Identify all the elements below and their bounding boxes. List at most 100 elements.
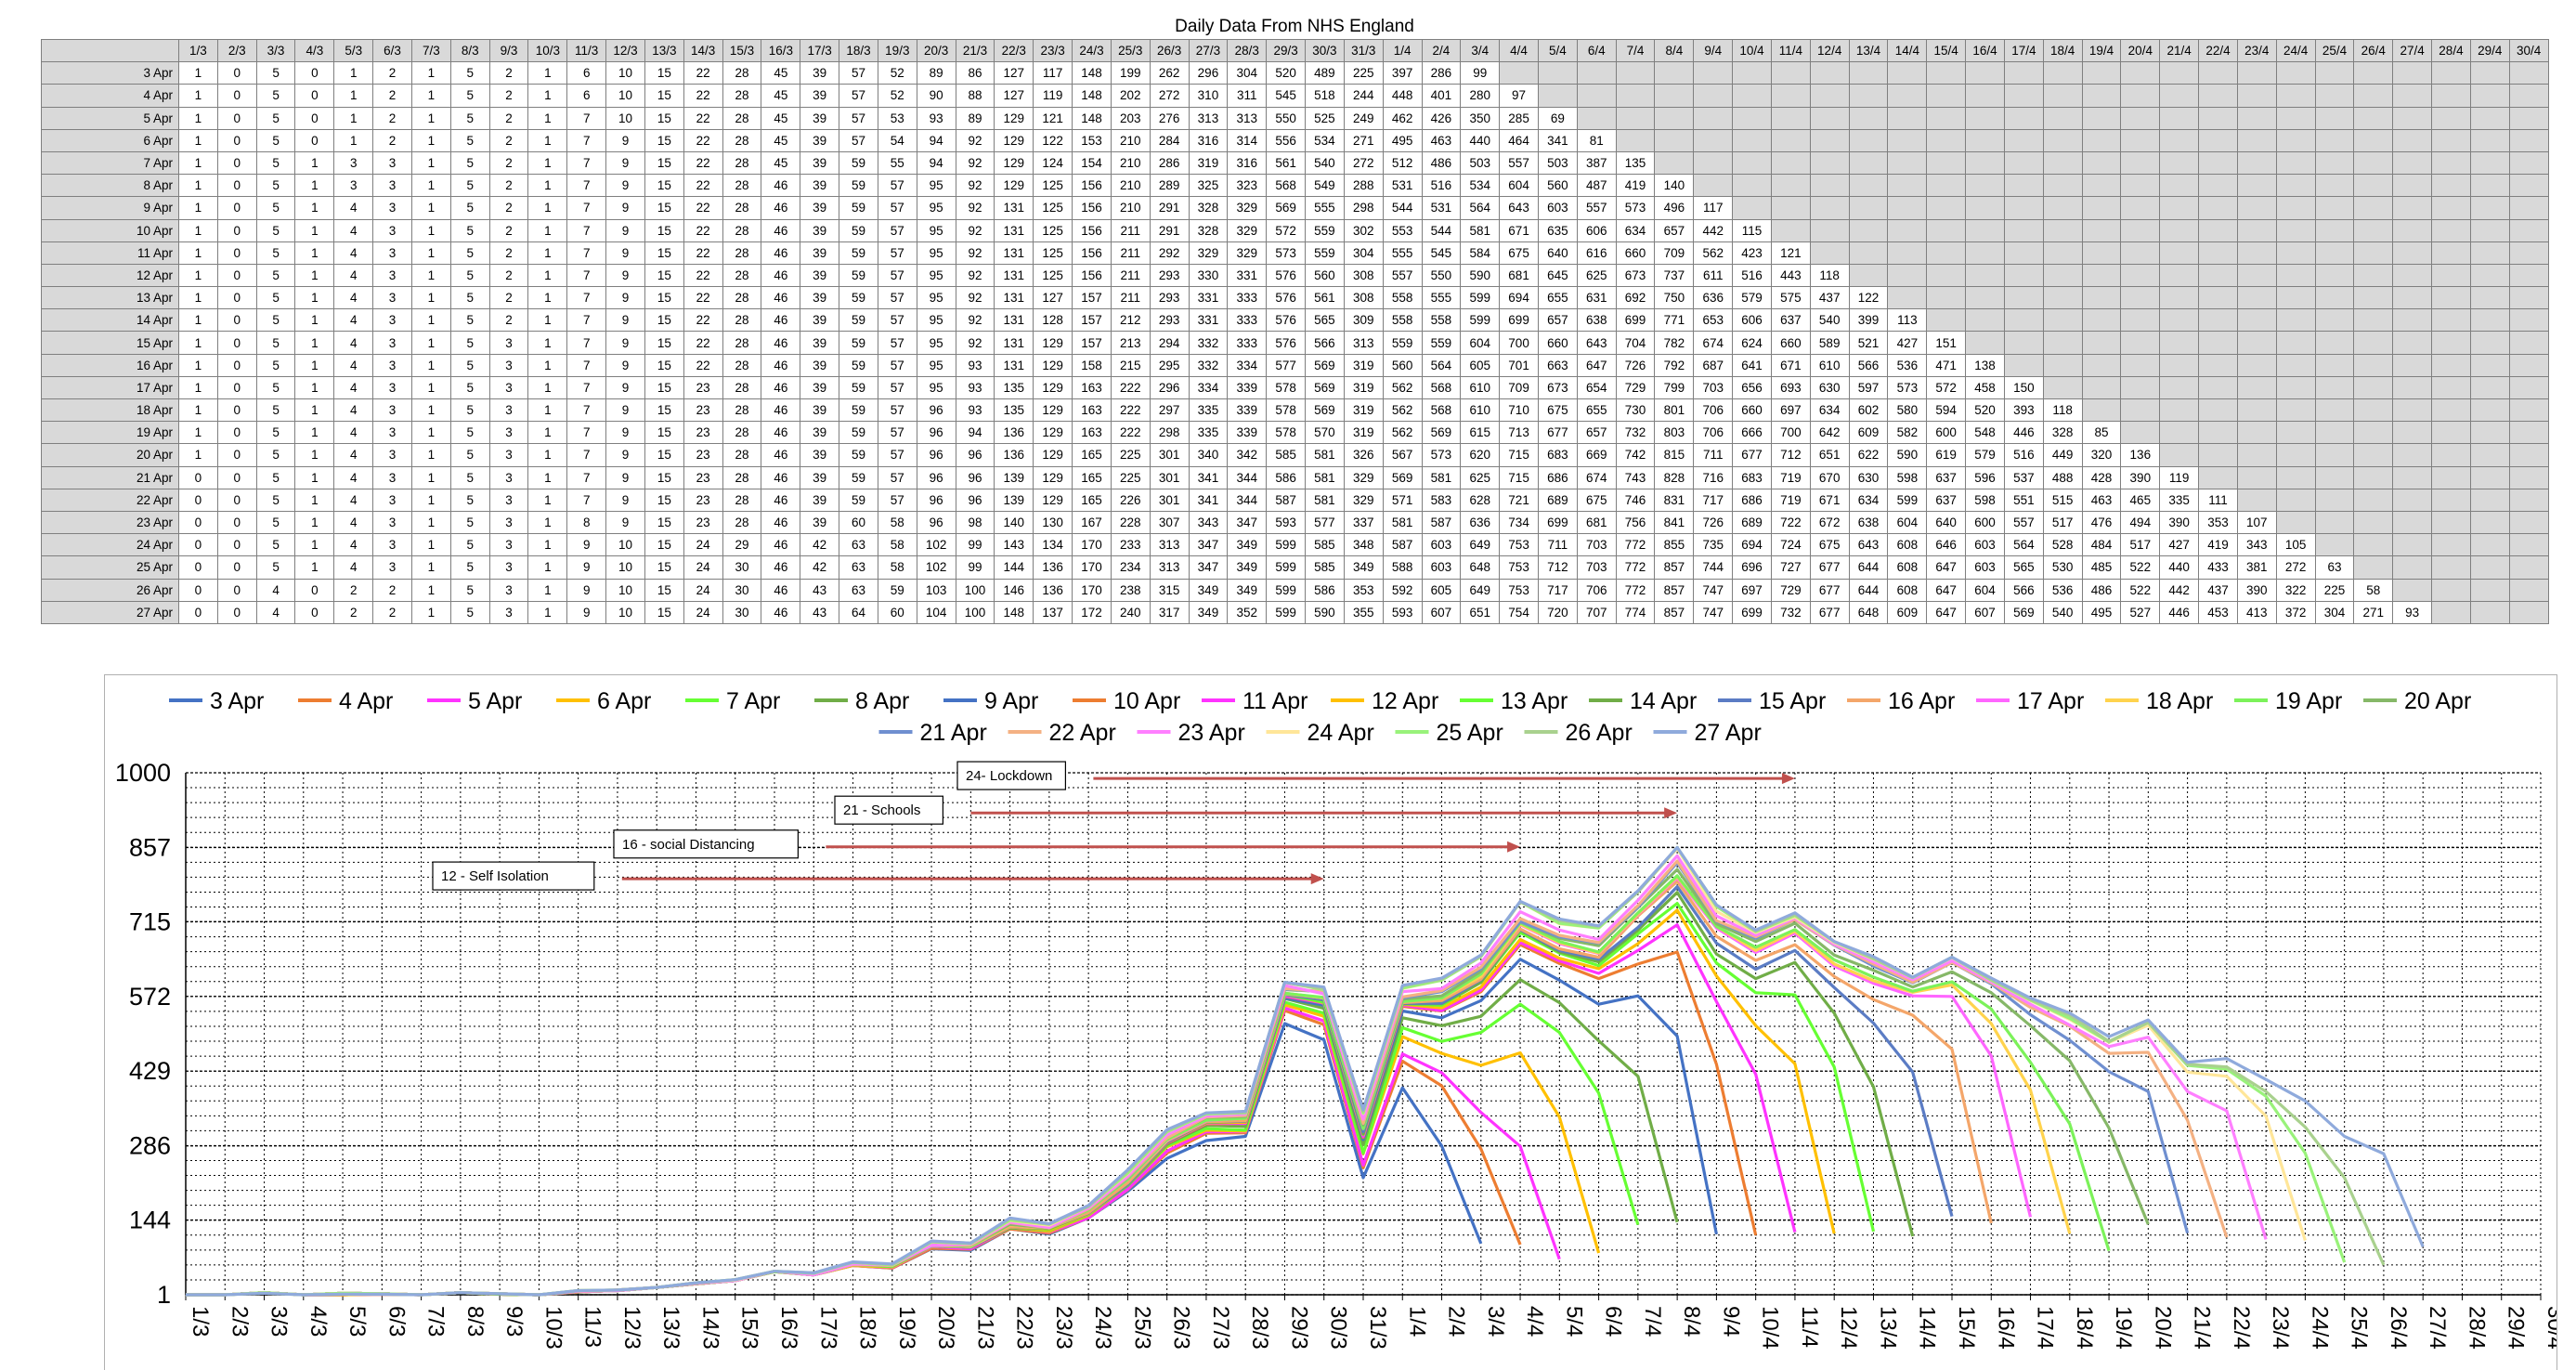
x-tick-label: 20/3 <box>933 1306 958 1350</box>
table-cell: 651 <box>1809 443 1850 467</box>
table-cell: 648 <box>1848 600 1889 624</box>
table-cell: 46 <box>761 600 801 624</box>
table-cell: 9 <box>605 398 645 423</box>
table-cell-empty <box>1848 61 1889 85</box>
table-cell: 129 <box>994 128 1034 152</box>
table-cell: 5 <box>255 421 296 445</box>
table-cell-empty <box>1693 61 1734 85</box>
table-cell: 163 <box>1072 398 1112 423</box>
table-cell: 4 <box>333 555 374 580</box>
table-cell: 649 <box>1460 578 1501 602</box>
table-cell: 23 <box>683 465 723 489</box>
table-cell: 1 <box>527 353 568 377</box>
table-cell-empty <box>2353 196 2394 220</box>
table-cell-empty <box>2353 465 2394 489</box>
table-cell: 28 <box>722 465 762 489</box>
x-tick-label: 12/3 <box>619 1306 644 1350</box>
table-cell: 60 <box>839 510 878 535</box>
table-cell: 39 <box>800 84 840 108</box>
legend-label: 19 Apr <box>2275 688 2342 714</box>
table-cell-empty <box>2042 331 2083 355</box>
table-cell-empty <box>2275 106 2316 130</box>
table-cell-empty <box>2431 308 2471 333</box>
x-tick-label: 13/3 <box>658 1306 683 1350</box>
table-cell-empty <box>2042 106 2083 130</box>
table-cell: 349 <box>1188 578 1229 602</box>
x-tick-label: 22/3 <box>1012 1306 1037 1350</box>
table-cell: 1 <box>178 443 218 467</box>
table-cell: 89 <box>916 61 956 85</box>
table-cell: 712 <box>1770 443 1811 467</box>
annotation-arrowhead <box>1781 773 1795 785</box>
table-cell: 349 <box>1227 533 1268 557</box>
x-tick-label: 30/3 <box>1326 1306 1351 1350</box>
table-cell-empty <box>2081 241 2122 265</box>
table-cell: 3 <box>488 353 529 377</box>
table-cell: 93 <box>2392 600 2433 624</box>
table-cell-empty <box>2431 353 2471 377</box>
table-cell: 39 <box>800 308 840 333</box>
table-cell: 737 <box>1654 263 1695 288</box>
table-cell: 129 <box>994 106 1034 130</box>
table-cell: 313 <box>1188 106 1229 130</box>
table-cell: 95 <box>916 308 956 333</box>
table-cell: 560 <box>1382 353 1423 377</box>
table-cell: 15 <box>644 375 684 400</box>
table-cell: 46 <box>761 443 801 467</box>
table-cell: 715 <box>1499 465 1539 489</box>
table-cell: 125 <box>1033 218 1073 242</box>
table-cell-empty <box>1732 128 1772 152</box>
table-cell: 9 <box>605 353 645 377</box>
table-cell: 92 <box>955 196 995 220</box>
x-tick-label: 28/3 <box>1247 1306 1272 1350</box>
table-cell: 1 <box>527 488 568 512</box>
table-cell: 750 <box>1654 286 1695 310</box>
table-cell: 96 <box>955 465 995 489</box>
table-cell: 9 <box>605 150 645 176</box>
table-cell: 15 <box>644 533 684 557</box>
table-cell-empty <box>1809 106 1850 130</box>
table-cell-empty <box>2236 84 2277 108</box>
table-cell: 1 <box>410 263 451 288</box>
table-cell-empty <box>2431 533 2471 557</box>
table-cell: 743 <box>1615 465 1656 489</box>
table-cell: 15 <box>644 150 684 176</box>
table-cell-empty <box>1654 61 1695 85</box>
table-cell: 15 <box>644 555 684 580</box>
table-cell: 569 <box>1305 398 1345 423</box>
table-cell: 397 <box>1382 61 1423 85</box>
table-cell: 717 <box>1537 578 1578 602</box>
table-cell: 329 <box>1227 241 1268 265</box>
table-cell: 285 <box>1499 106 1539 130</box>
table-cell-empty <box>2003 218 2044 242</box>
table-cell: 96 <box>916 510 956 535</box>
table-cell: 96 <box>916 465 956 489</box>
table-cell: 3 <box>372 150 412 176</box>
table-cell-empty <box>2275 196 2316 220</box>
table-cell-empty <box>2469 106 2510 130</box>
table-cell: 699 <box>1537 510 1578 535</box>
table-cell: 23 <box>683 421 723 445</box>
table-cell: 729 <box>1615 375 1656 400</box>
table-cell: 59 <box>839 308 878 333</box>
table-cell: 172 <box>1072 600 1112 624</box>
table-cell: 46 <box>761 286 801 310</box>
table-cell: 586 <box>1305 578 1345 602</box>
table-cell: 326 <box>1343 443 1384 467</box>
table-cell-empty <box>1654 84 1695 108</box>
table-cell: 1 <box>410 555 451 580</box>
table-cell: 2 <box>488 150 529 176</box>
annotation-box <box>613 829 799 859</box>
table-cell-empty <box>2198 106 2238 130</box>
table-cell-empty <box>2120 150 2161 176</box>
table-cell: 22 <box>683 331 723 355</box>
table-cell: 782 <box>1654 331 1695 355</box>
table-cell: 446 <box>2159 600 2200 624</box>
table-cell: 515 <box>2042 488 2083 512</box>
table-cell-empty <box>2392 286 2433 310</box>
x-tick-label: 31/3 <box>1365 1306 1390 1350</box>
table-cell: 57 <box>877 263 917 288</box>
table-cell: 1 <box>410 61 451 85</box>
table-cell: 488 <box>2042 465 2083 489</box>
table-cell: 10 <box>605 578 645 602</box>
